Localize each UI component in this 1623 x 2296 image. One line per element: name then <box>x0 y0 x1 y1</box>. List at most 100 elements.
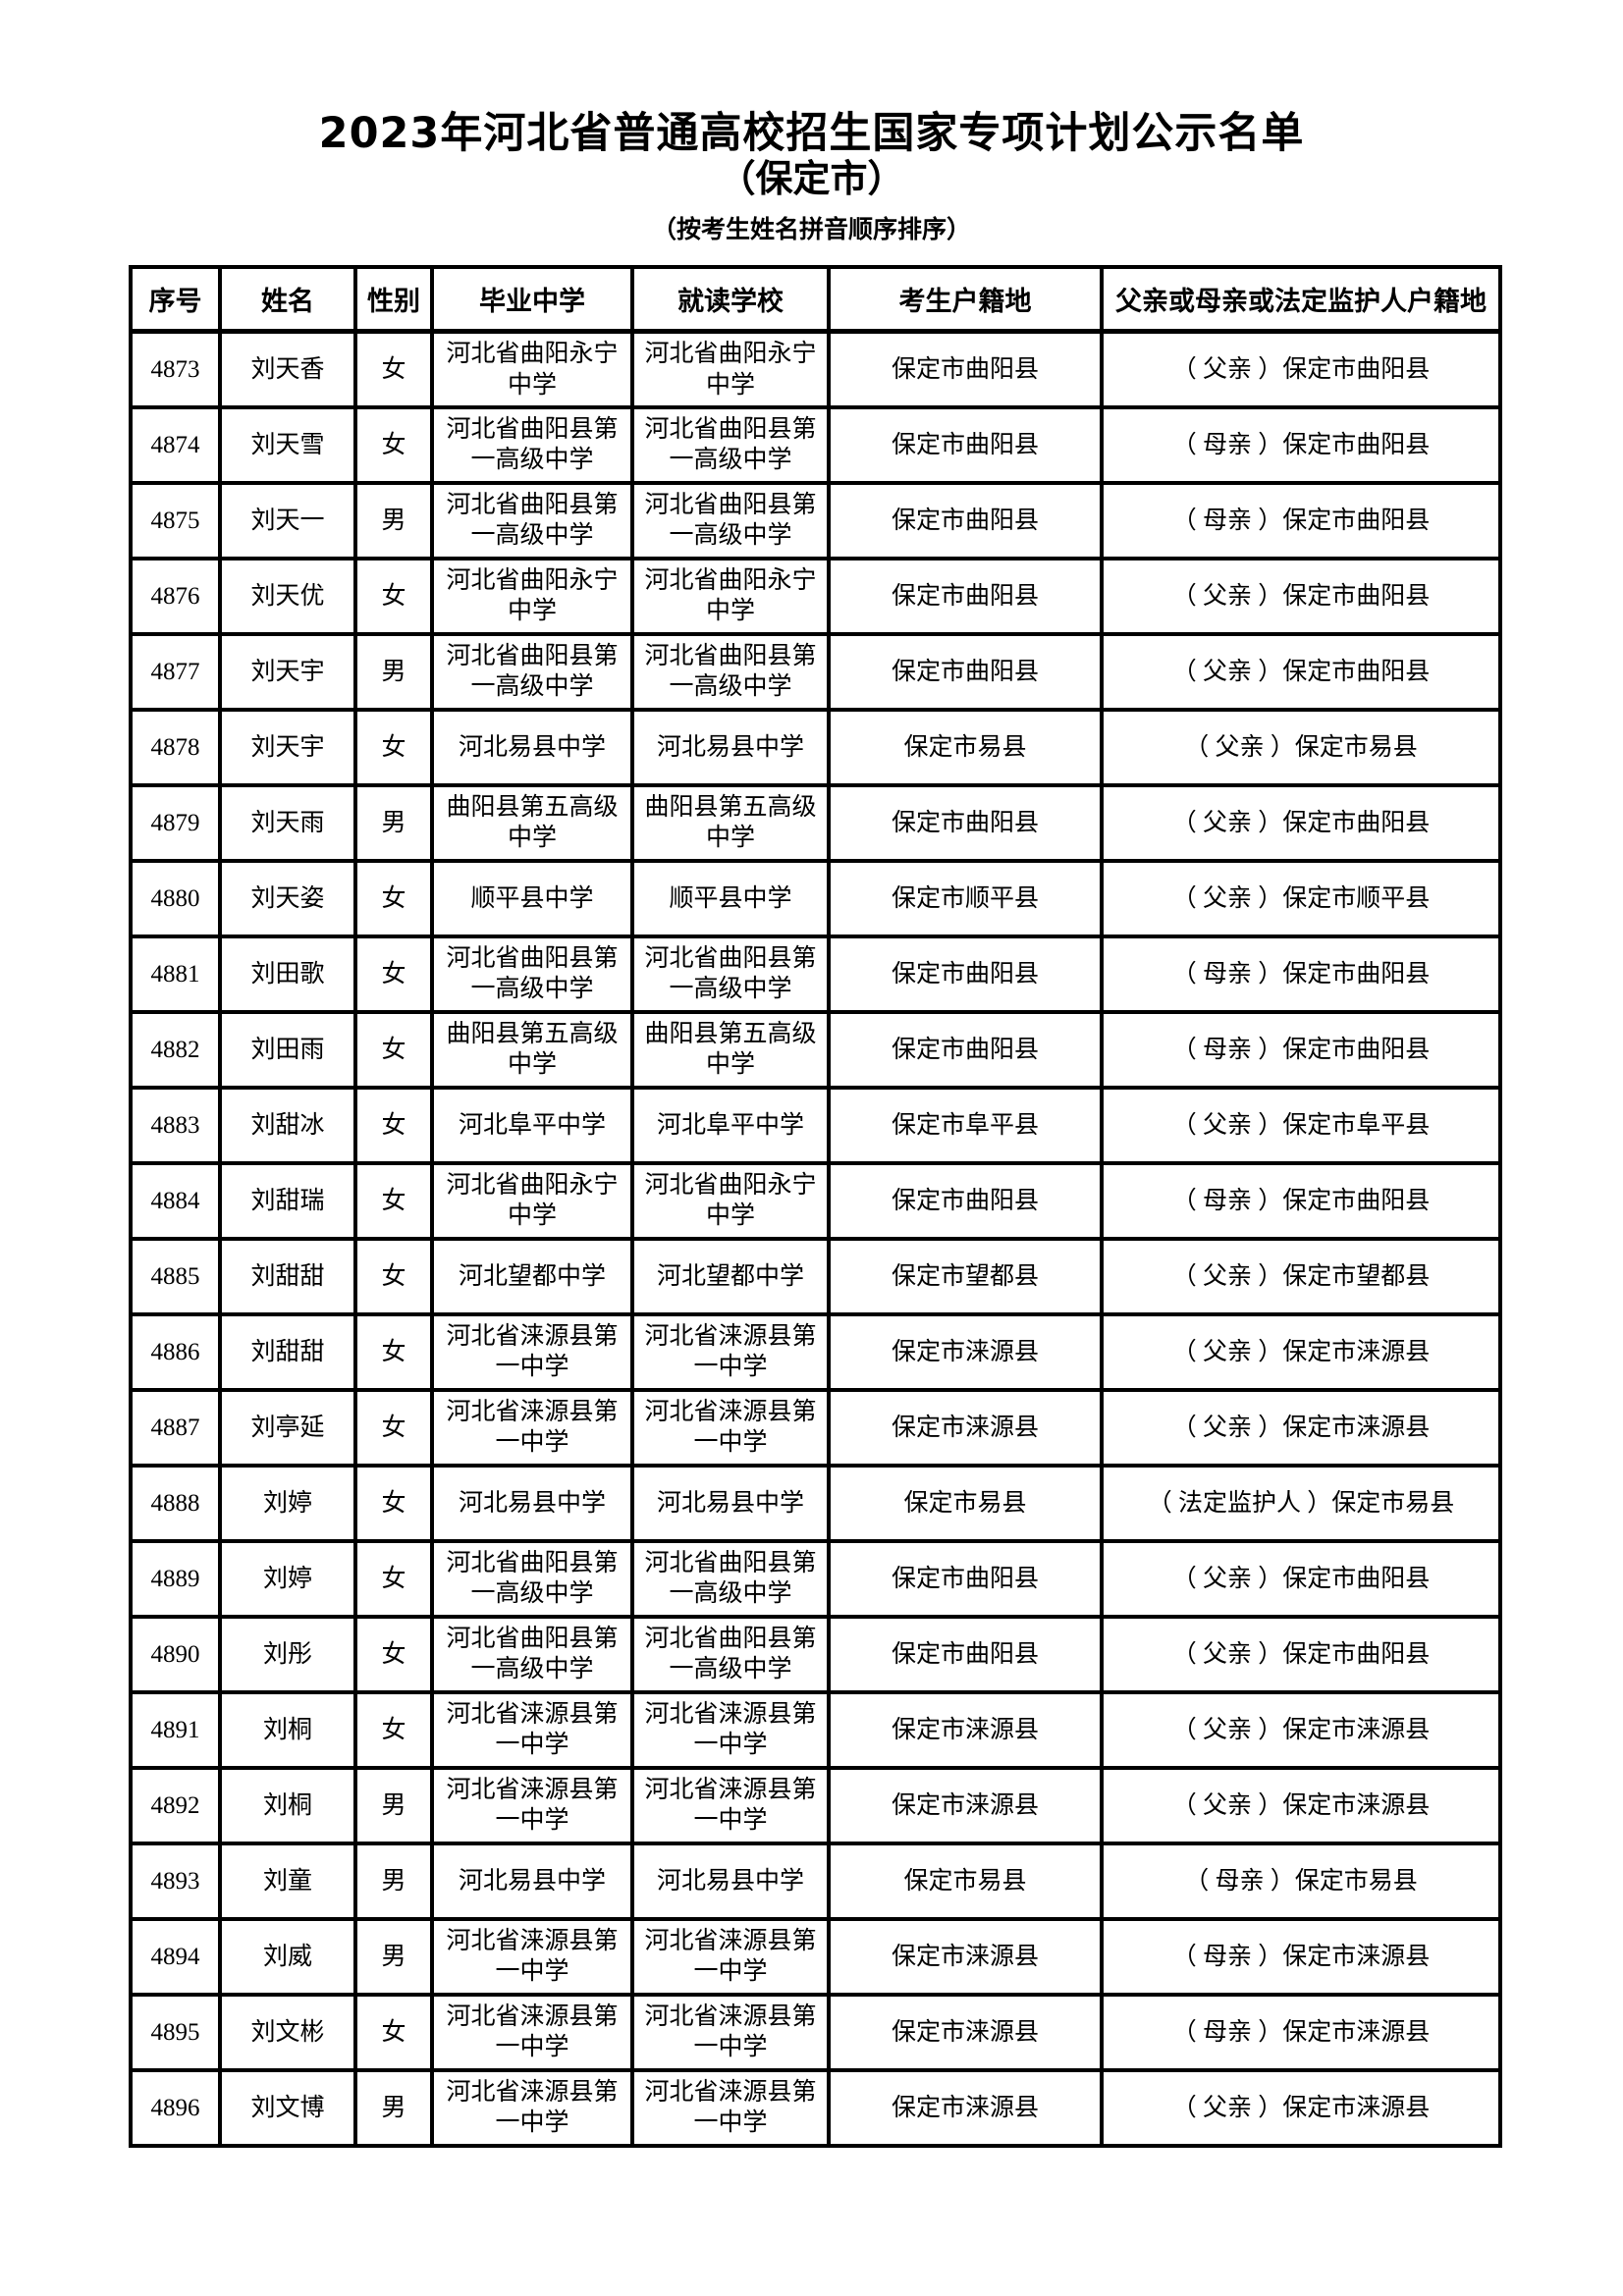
attend-school-cell: 河北望都中学 <box>630 1236 831 1316</box>
guardian-residence-cell: （ 父亲 ）保定市望都县 <box>1100 1236 1502 1316</box>
seq-cell: 4894 <box>129 1916 222 1997</box>
table-row: 4895 刘文彬女河北省涞源县第一中学 河北省涞源县第一中学 保定市涞源县（ 母亲 ）… <box>129 1992 1502 2072</box>
graduate-school-cell: 河北省曲阳永宁中学 <box>430 1160 634 1241</box>
residence-cell: 保定市易县 <box>827 1841 1104 1921</box>
table-header: 序号 姓名 性别 毕业中学 就读学校 考生户籍地 父亲或母亲或法定监护人户籍地 <box>129 264 1502 335</box>
gender-cell: 男 <box>353 782 434 863</box>
guardian-residence-cell: （ 父亲 ）保定市涞源县 <box>1100 1765 1502 1845</box>
guardian-residence-cell: （ 父亲 ）保定市曲阳县 <box>1100 1538 1502 1619</box>
attend-school-cell: 河北省涞源县第一中学 <box>630 2067 831 2148</box>
seq-cell: 4887 <box>129 1387 222 1468</box>
name-cell: 刘甜瑞 <box>218 1160 357 1241</box>
gender-cell: 女 <box>353 556 434 636</box>
guardian-residence-cell: （ 母亲 ）保定市曲阳县 <box>1100 934 1502 1014</box>
name-cell: 刘文博 <box>218 2067 357 2148</box>
seq-cell: 4881 <box>129 934 222 1014</box>
residence-cell: 保定市涞源县 <box>827 1916 1104 1997</box>
table-row: 4881 刘田歌女河北省曲阳县第一高级中学 河北省曲阳县第一高级中学 保定市曲阳县（ … <box>129 934 1502 1014</box>
graduate-school-cell: 河北易县中学 <box>430 1463 634 1543</box>
header-guardian-residence: 父亲或母亲或法定监护人户籍地 <box>1100 264 1502 335</box>
gender-cell: 男 <box>353 1765 434 1845</box>
residence-cell: 保定市易县 <box>827 1463 1104 1543</box>
gender-cell: 女 <box>353 1689 434 1770</box>
table-row: 4877 刘天宇男河北省曲阳县第一高级中学 河北省曲阳县第一高级中学 保定市曲阳县（ … <box>129 631 1502 712</box>
graduate-school-cell: 河北省涞源县第一中学 <box>430 1765 634 1845</box>
name-cell: 刘彤 <box>218 1614 357 1694</box>
residence-cell: 保定市涞源县 <box>827 1689 1104 1770</box>
guardian-residence-cell: （ 父亲 ）保定市易县 <box>1100 707 1502 787</box>
table-row: 4878 刘天宇女河北易县中学 河北易县中学 保定市易县（ 父亲 ）保定市易县 <box>129 707 1502 787</box>
attend-school-cell: 河北省曲阳永宁中学 <box>630 329 831 409</box>
guardian-residence-cell: （ 母亲 ）保定市涞源县 <box>1100 1992 1502 2072</box>
guardian-residence-cell: （ 父亲 ）保定市涞源县 <box>1100 2067 1502 2148</box>
guardian-residence-cell: （ 母亲 ）保定市曲阳县 <box>1100 1160 1502 1241</box>
residence-cell: 保定市涞源县 <box>827 1992 1104 2072</box>
attend-school-cell: 河北省涞源县第一中学 <box>630 1992 831 2072</box>
gender-cell: 女 <box>353 1614 434 1694</box>
attend-school-cell: 曲阳县第五高级中学 <box>630 1009 831 1090</box>
attend-school-cell: 顺平县中学 <box>630 858 831 938</box>
table-row: 4887 刘亭延女河北省涞源县第一中学 河北省涞源县第一中学 保定市涞源县（ 父亲 ）… <box>129 1387 1502 1468</box>
graduate-school-cell: 河北望都中学 <box>430 1236 634 1316</box>
seq-cell: 4884 <box>129 1160 222 1241</box>
name-cell: 刘甜甜 <box>218 1311 357 1392</box>
guardian-residence-cell: （ 父亲 ）保定市曲阳县 <box>1100 782 1502 863</box>
gender-cell: 女 <box>353 707 434 787</box>
table-row: 4894 刘威男河北省涞源县第一中学 河北省涞源县第一中学 保定市涞源县（ 母亲 ）保… <box>129 1916 1502 1997</box>
guardian-residence-cell: （ 父亲 ）保定市曲阳县 <box>1100 556 1502 636</box>
graduate-school-cell: 河北易县中学 <box>430 1841 634 1921</box>
seq-cell: 4895 <box>129 1992 222 2072</box>
graduate-school-cell: 顺平县中学 <box>430 858 634 938</box>
table-row: 4893 刘童男河北易县中学 河北易县中学 保定市易县（ 母亲 ）保定市易县 <box>129 1841 1502 1921</box>
roster-table: 序号 姓名 性别 毕业中学 就读学校 考生户籍地 父亲或母亲或法定监护人户籍地 … <box>129 264 1502 2148</box>
guardian-residence-cell: （ 父亲 ）保定市曲阳县 <box>1100 631 1502 712</box>
residence-cell: 保定市曲阳县 <box>827 329 1104 409</box>
guardian-residence-cell: （ 父亲 ）保定市曲阳县 <box>1100 329 1502 409</box>
guardian-residence-cell: （ 父亲 ）保定市阜平县 <box>1100 1085 1502 1165</box>
page-title: 2023年河北省普通高校招生国家专项计划公示名单 <box>318 109 1305 158</box>
seq-cell: 4892 <box>129 1765 222 1845</box>
header-attend-school: 就读学校 <box>630 264 831 335</box>
attend-school-cell: 河北省曲阳县第一高级中学 <box>630 631 831 712</box>
table-row: 4882 刘田雨女曲阳县第五高级中学 曲阳县第五高级中学 保定市曲阳县（ 母亲 ）保定… <box>129 1009 1502 1090</box>
name-cell: 刘天雪 <box>218 404 357 485</box>
gender-cell: 女 <box>353 1160 434 1241</box>
table-body: 4873 刘天香女河北省曲阳永宁中学 河北省曲阳永宁中学 保定市曲阳县（ 父亲 ）保定… <box>129 329 1502 2148</box>
graduate-school-cell: 河北省涞源县第一中学 <box>430 1311 634 1392</box>
header-seq: 序号 <box>129 264 222 335</box>
residence-cell: 保定市曲阳县 <box>827 1009 1104 1090</box>
name-cell: 刘文彬 <box>218 1992 357 2072</box>
seq-cell: 4873 <box>129 329 222 409</box>
name-cell: 刘天宇 <box>218 707 357 787</box>
table-row: 4885 刘甜甜女河北望都中学 河北望都中学 保定市望都县（ 父亲 ）保定市望都县 <box>129 1236 1502 1316</box>
name-cell: 刘童 <box>218 1841 357 1921</box>
attend-school-cell: 河北省涞源县第一中学 <box>630 1916 831 1997</box>
gender-cell: 男 <box>353 1916 434 1997</box>
graduate-school-cell: 河北省曲阳县第一高级中学 <box>430 404 634 485</box>
guardian-residence-cell: （ 父亲 ）保定市顺平县 <box>1100 858 1502 938</box>
residence-cell: 保定市涞源县 <box>827 2067 1104 2148</box>
name-cell: 刘田雨 <box>218 1009 357 1090</box>
residence-cell: 保定市阜平县 <box>827 1085 1104 1165</box>
seq-cell: 4877 <box>129 631 222 712</box>
seq-cell: 4885 <box>129 1236 222 1316</box>
residence-cell: 保定市曲阳县 <box>827 480 1104 561</box>
residence-cell: 保定市涞源县 <box>827 1311 1104 1392</box>
guardian-residence-cell: （ 父亲 ）保定市涞源县 <box>1100 1311 1502 1392</box>
seq-cell: 4878 <box>129 707 222 787</box>
residence-cell: 保定市曲阳县 <box>827 631 1104 712</box>
seq-cell: 4879 <box>129 782 222 863</box>
name-cell: 刘甜甜 <box>218 1236 357 1316</box>
gender-cell: 女 <box>353 1009 434 1090</box>
graduate-school-cell: 河北阜平中学 <box>430 1085 634 1165</box>
graduate-school-cell: 河北省曲阳永宁中学 <box>430 329 634 409</box>
name-cell: 刘天优 <box>218 556 357 636</box>
seq-cell: 4890 <box>129 1614 222 1694</box>
graduate-school-cell: 河北省涞源县第一中学 <box>430 1992 634 2072</box>
graduate-school-cell: 曲阳县第五高级中学 <box>430 1009 634 1090</box>
guardian-residence-cell: （ 父亲 ）保定市涞源县 <box>1100 1387 1502 1468</box>
graduate-school-cell: 河北省曲阳永宁中学 <box>430 556 634 636</box>
residence-cell: 保定市望都县 <box>827 1236 1104 1316</box>
seq-cell: 4880 <box>129 858 222 938</box>
